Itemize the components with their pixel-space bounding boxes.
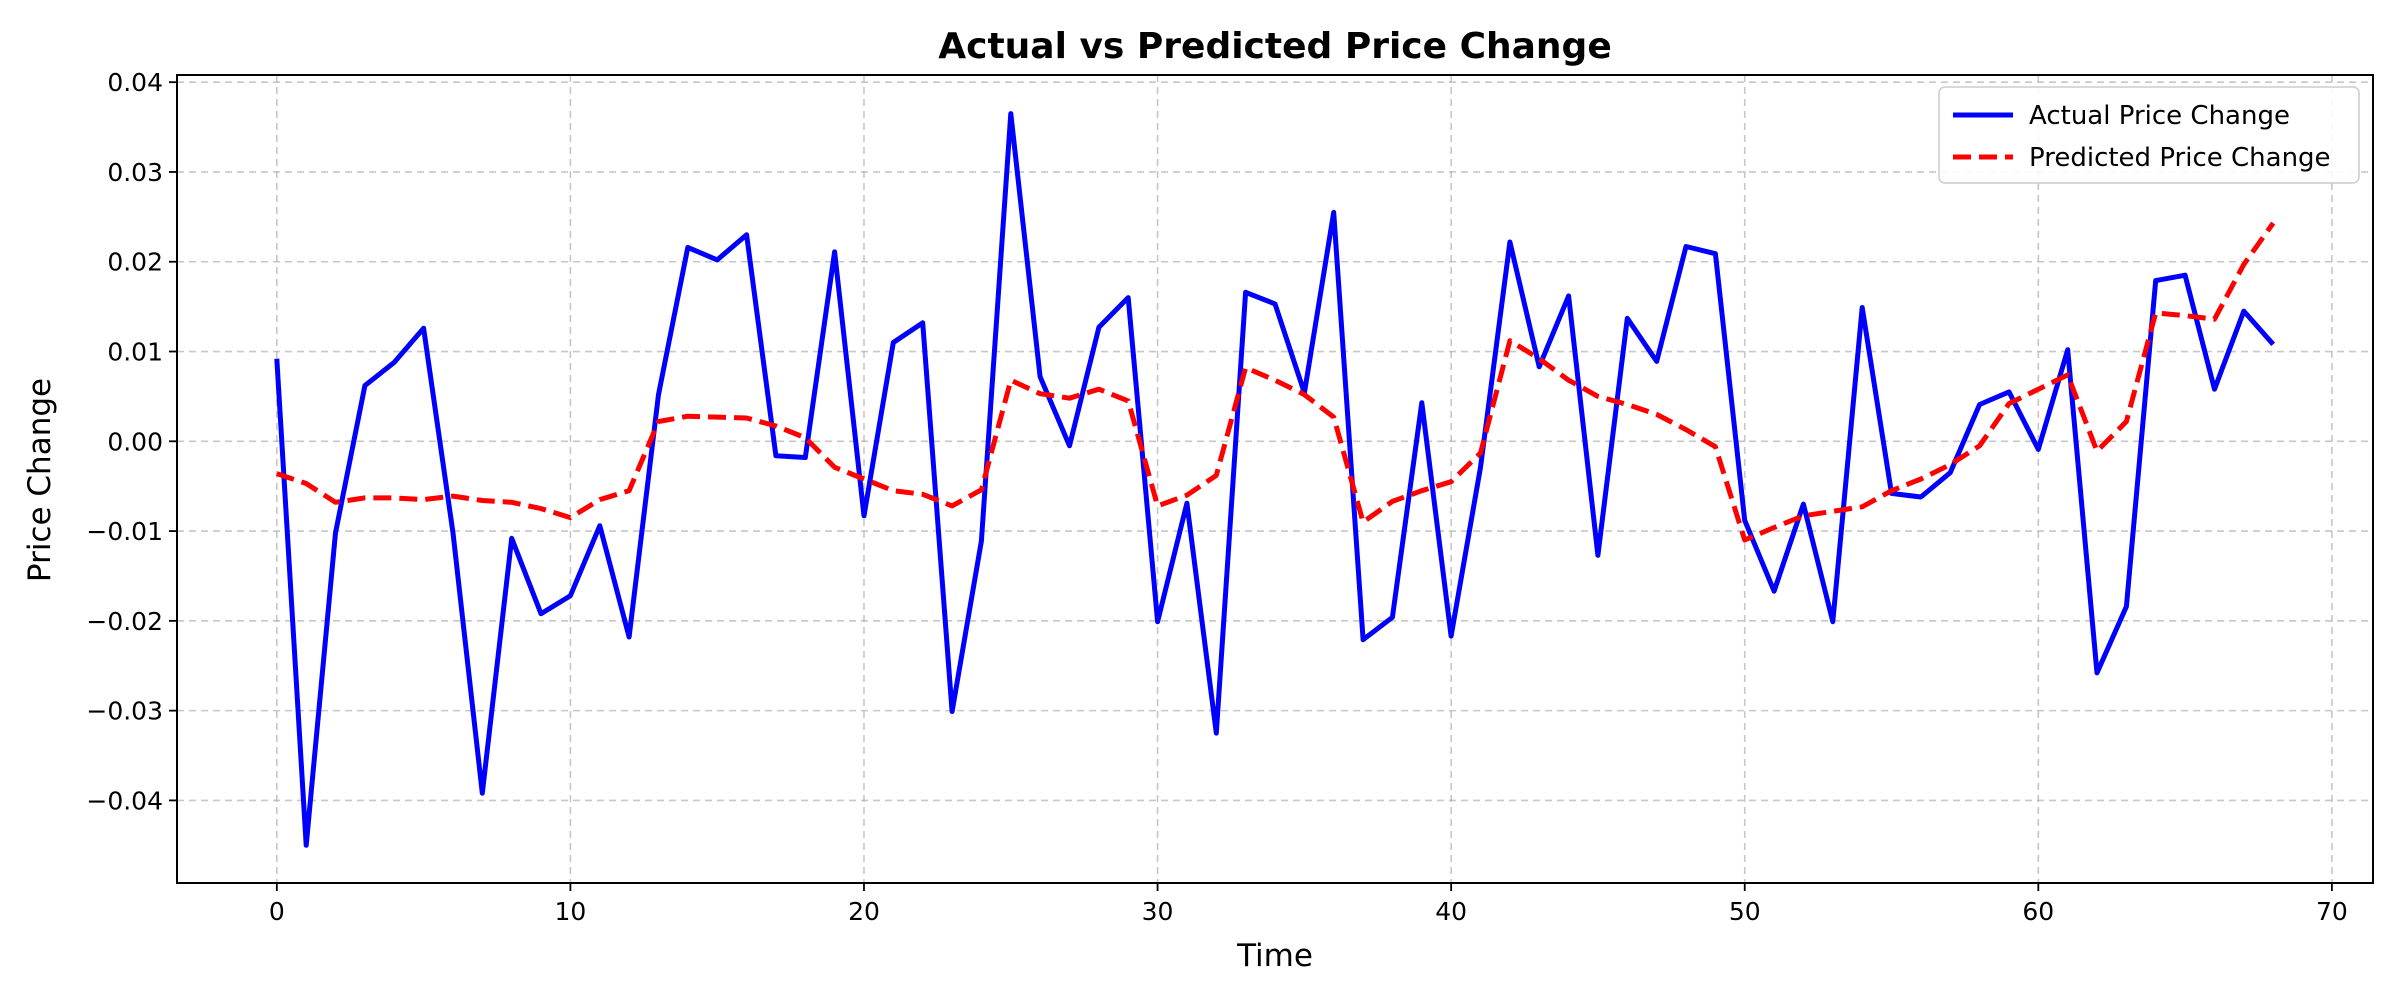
x-tick-label: 0	[269, 897, 285, 926]
x-tick-label: 10	[554, 897, 586, 926]
legend-label-actual: Actual Price Change	[2029, 101, 2290, 131]
x-tick-label: 70	[2316, 897, 2348, 926]
x-tick-label: 20	[848, 897, 880, 926]
y-axis: −0.04 −0.03 −0.02 −0.01 0.00 0.01 0.02 0.03 0.04	[86, 68, 177, 815]
y-tick-label: −0.01	[86, 517, 163, 546]
series-line-predicted	[276, 221, 2276, 543]
x-tick-label: 40	[1435, 897, 1467, 926]
grid	[177, 75, 2373, 883]
y-tick-label: 0.03	[107, 158, 163, 187]
x-tick-label: 60	[2022, 897, 2054, 926]
plot-area-frame	[176, 74, 2374, 884]
y-axis-title: Price Change	[22, 378, 58, 582]
x-tick-label: 50	[1729, 897, 1761, 926]
y-tick-label: 0.02	[107, 248, 163, 277]
y-tick-label: 0.04	[107, 68, 163, 97]
y-tick-label: −0.04	[86, 786, 163, 815]
x-axis: 0 10 20 30 40 50 60 70	[269, 883, 2348, 926]
x-tick-label: 30	[1142, 897, 1174, 926]
y-tick-label: 0.01	[107, 338, 163, 367]
y-tick-label: 0.00	[107, 427, 163, 456]
legend-label-predicted: Predicted Price Change	[2029, 143, 2331, 173]
series-layer	[274, 111, 2276, 848]
legend-box	[1938, 86, 2360, 184]
x-axis-title: Time	[1236, 938, 1313, 974]
series-line-actual	[274, 111, 2276, 848]
y-tick-label: −0.03	[86, 697, 163, 726]
chart-title: Actual vs Predicted Price Change	[938, 26, 1612, 67]
legend: Actual Price Change Predicted Price Chang…	[1938, 86, 2360, 184]
y-tick-label: −0.02	[86, 607, 163, 636]
